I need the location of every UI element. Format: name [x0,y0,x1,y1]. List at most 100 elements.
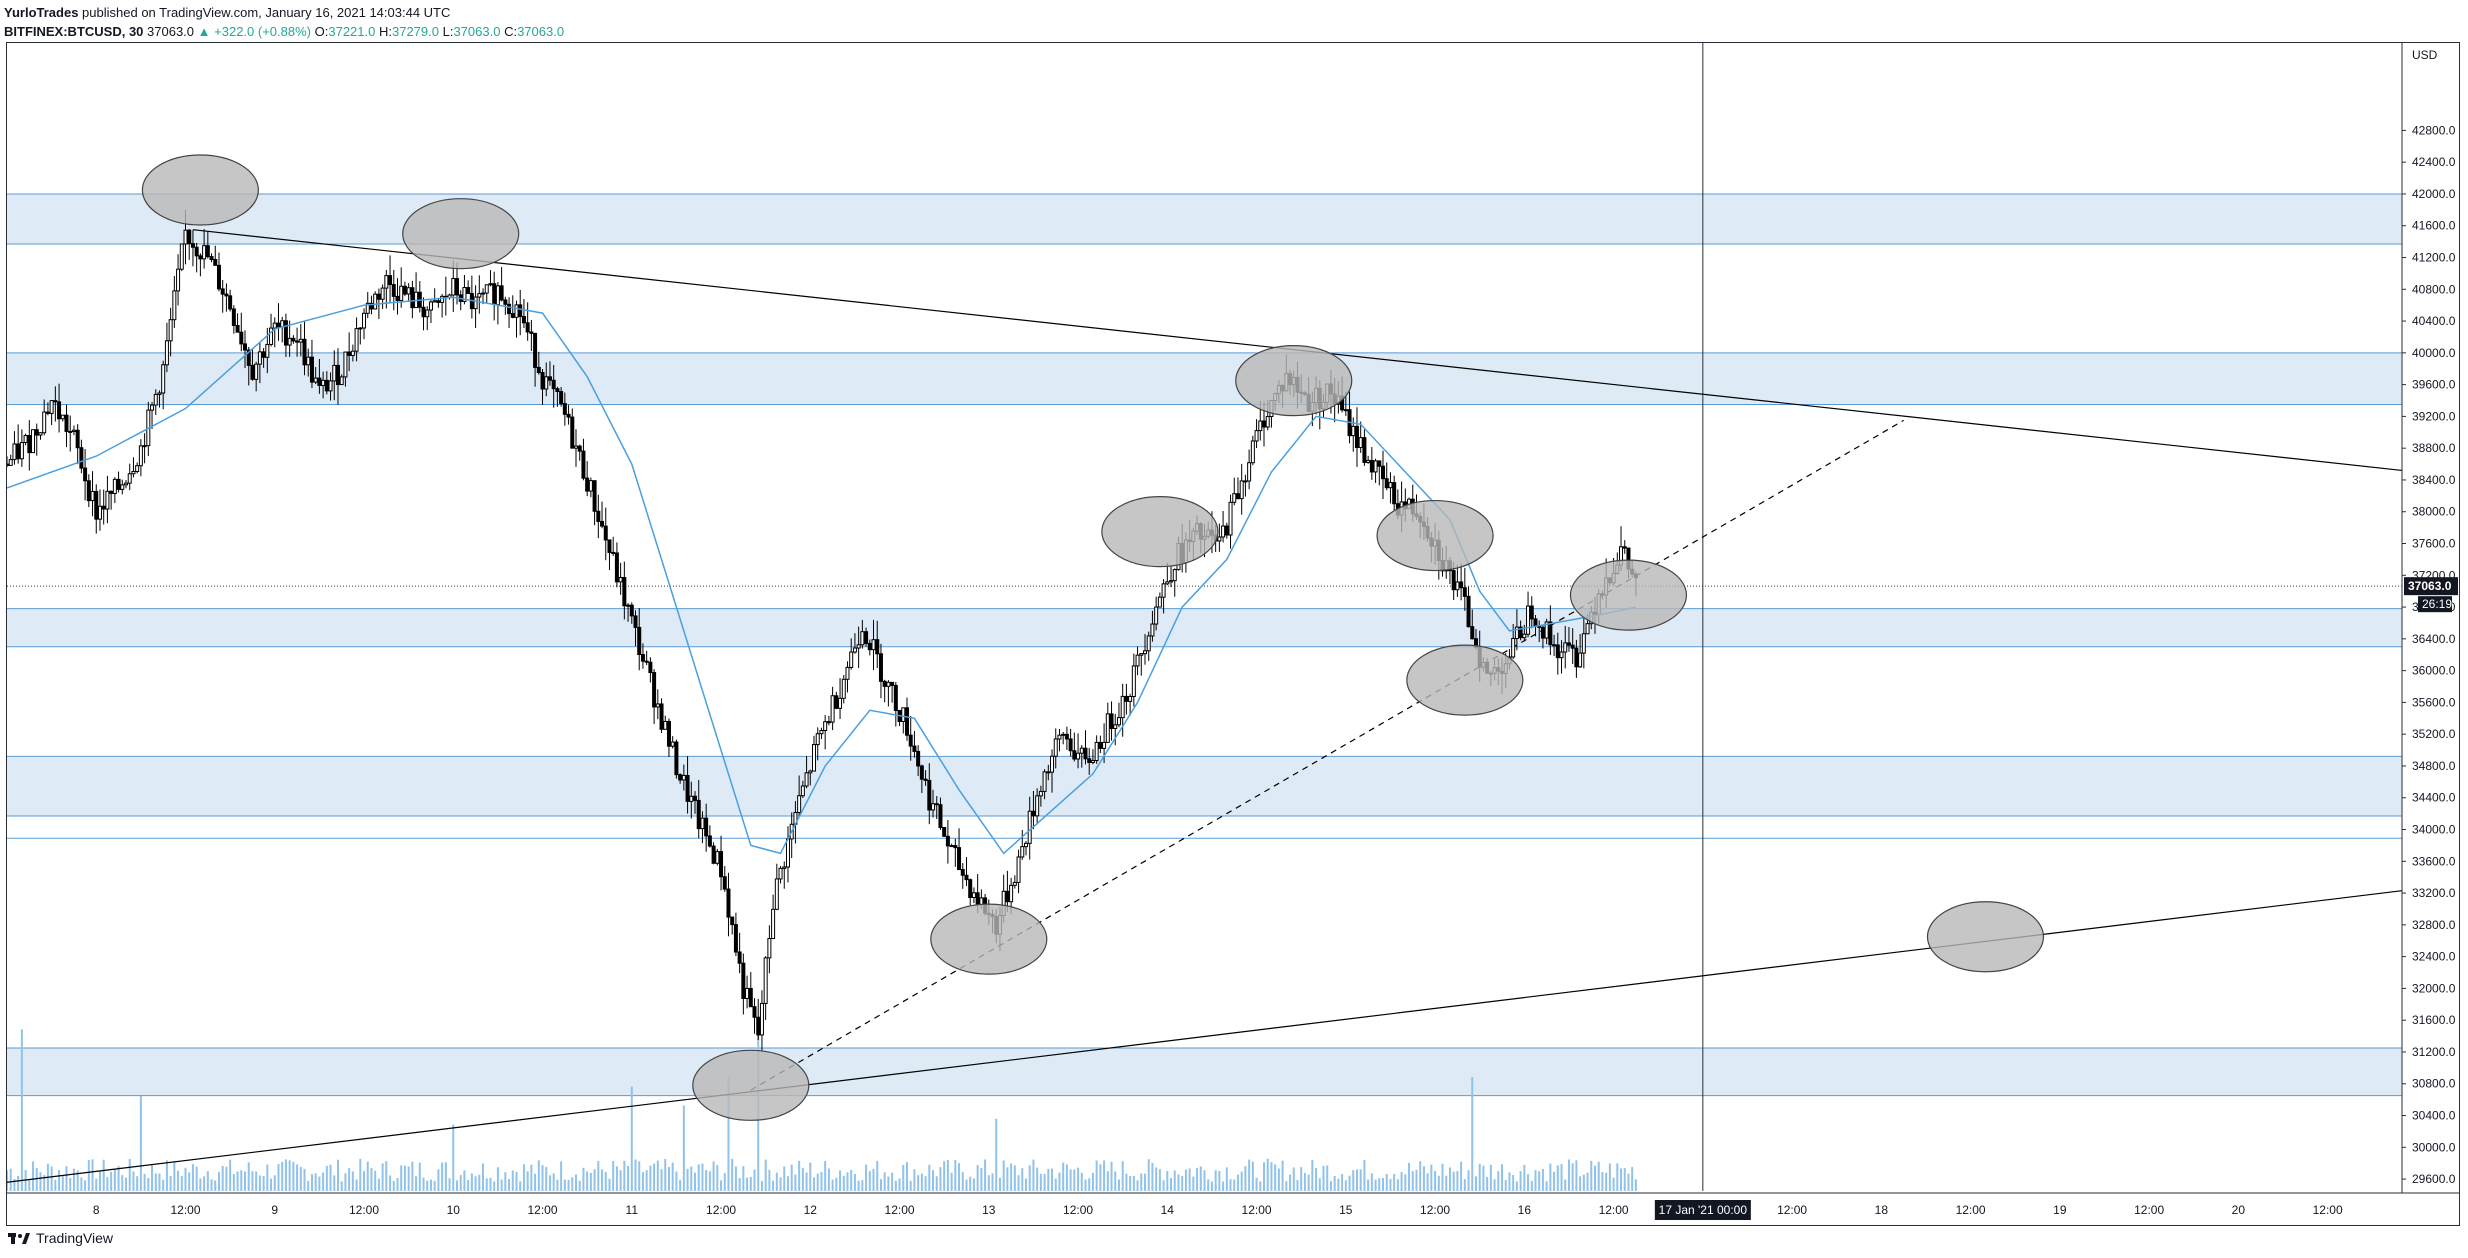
volume-bar [995,1118,998,1191]
candle [138,439,143,477]
candle-body [1239,480,1244,500]
volume-bar [1263,1162,1266,1191]
volume-bar [1095,1160,1098,1191]
candle [1470,609,1475,640]
symbol-label[interactable]: BITFINEX:BTCUSD, 30 [4,24,144,39]
candle [60,414,65,422]
time-axis[interactable]: 8 12:00 9 12:00 10 12:00 11 12:00 12 12:00 13 12:00… [7,1192,2459,1225]
candle [581,438,586,481]
volume-bar [1556,1165,1559,1191]
volume-bar [883,1172,886,1191]
volume-bar [50,1166,53,1191]
candle-body [867,642,872,651]
cursor-time-label: 17 Jan '21 00:00 [1659,1203,1748,1217]
candle-body [971,892,976,898]
candle-body [1265,416,1270,428]
candle [425,306,430,331]
candle-body [733,924,738,953]
volume-bar [1493,1179,1496,1191]
volume-bar [530,1164,533,1191]
volume-bar [1106,1171,1109,1191]
candle-body [1388,482,1393,489]
volume-bar [909,1180,912,1191]
chart-frame[interactable]: USD 29600.0 30000.0 30400.0 30800.0 31200.0 31… [5,42,2460,1226]
volume-bar [214,1180,217,1191]
volume-bar [80,1177,83,1191]
volume-bar [1303,1173,1306,1191]
candle [406,283,411,302]
candle-body [771,908,776,940]
volume-bar [984,1159,987,1191]
candle [64,404,69,448]
volume-bar [1132,1175,1135,1191]
tradingview-logo-icon[interactable] [8,1231,30,1245]
candle [235,313,240,333]
volume-bar [1482,1165,1485,1191]
candle [164,322,169,373]
candle-body [681,774,686,781]
candle-body [737,951,742,964]
candle [756,998,761,1041]
candle-body [60,414,65,420]
candle-body [276,322,281,328]
candle [447,293,452,300]
candle-body [588,480,593,492]
candle [693,791,698,814]
zone-0 [7,193,2402,244]
volume-bar [1541,1168,1544,1191]
candle [1005,870,1010,912]
volume-bar [102,1159,105,1191]
candle-body [585,477,590,492]
volume-bar [1456,1171,1459,1191]
price-chart[interactable]: USD 29600.0 30000.0 30400.0 30800.0 31200.0 31… [5,43,2459,1225]
candle-body [198,255,203,260]
time-tick-label: 12:00 [1599,1203,1629,1217]
candle [1217,523,1222,552]
volume-bar [1467,1170,1470,1191]
volume-bar [1181,1175,1184,1191]
candle-body [1243,480,1248,483]
volume-bar [1021,1168,1024,1191]
candle-body [477,293,482,298]
volume-bar [1593,1165,1596,1191]
volume-bar [972,1178,975,1191]
volume-bar [1292,1167,1295,1191]
price-axis[interactable]: USD 29600.0 30000.0 30400.0 30800.0 31200.0 31… [2401,43,2459,1225]
candle [484,284,489,303]
price-tick-label: 36400.0 [2412,632,2456,646]
candle [388,255,393,304]
candle-body [804,772,809,787]
brand-name[interactable]: TradingView [36,1230,114,1246]
candle [1079,745,1084,768]
candle-body [362,312,367,329]
candle [1053,728,1058,769]
volume-bar [913,1169,916,1191]
candle-body [904,707,909,736]
candle [1228,494,1233,549]
candle-body [176,268,181,292]
candle [495,281,500,325]
candle-body [1046,771,1051,774]
volume-bar [426,1180,429,1191]
volume-bar [54,1179,57,1191]
candle-body [949,845,954,848]
candle [239,312,244,352]
candle [161,360,166,410]
candle [135,462,140,474]
volume-bar [920,1173,923,1191]
candle-body [101,505,106,510]
candle [626,602,631,622]
volume-bar [965,1179,968,1191]
candle [1172,568,1177,597]
candle [633,610,638,647]
volume-bar [753,1169,756,1191]
author-name[interactable]: YurloTrades [4,5,79,20]
volume-bar [1489,1164,1492,1191]
volume-bar [478,1174,481,1191]
volume-bar [679,1179,682,1191]
candle-body [1466,595,1471,628]
volume-bar [329,1164,332,1191]
volume-bar [1363,1159,1366,1191]
highlight-ellipses[interactable] [141,154,2045,1121]
publish-info: YurloTrades published on TradingView.com… [4,3,564,22]
